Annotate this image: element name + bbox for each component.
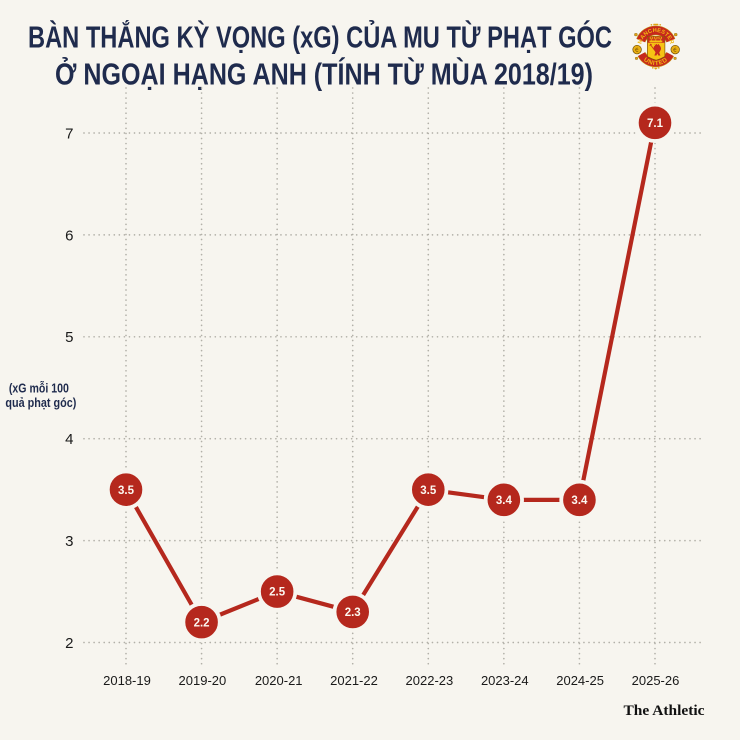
svg-text:BÀN THẮNG KỲ VỌNG (xG) CỦA MU: BÀN THẮNG KỲ VỌNG (xG) CỦA MU TỪ PHẠT GÓ… — [28, 18, 612, 54]
svg-text:2.5: 2.5 — [269, 587, 286, 599]
svg-text:2018-19: 2018-19 — [103, 673, 151, 688]
svg-text:Ở NGOẠI HẠNG ANH (TÍNH TỪ MÙA: Ở NGOẠI HẠNG ANH (TÍNH TỪ MÙA 2018/19) — [55, 56, 593, 92]
svg-text:3.4: 3.4 — [496, 495, 513, 507]
svg-text:6: 6 — [65, 227, 73, 244]
svg-text:2023-24: 2023-24 — [481, 673, 529, 688]
svg-text:7.1: 7.1 — [647, 118, 664, 130]
svg-text:3: 3 — [65, 533, 73, 550]
svg-text:2.2: 2.2 — [194, 617, 210, 629]
svg-text:2.3: 2.3 — [345, 607, 361, 619]
svg-text:The Athletic: The Athletic — [624, 703, 705, 719]
svg-text:3.4: 3.4 — [571, 495, 588, 507]
svg-text:quả phạt góc): quả phạt góc) — [5, 395, 76, 410]
svg-text:2021-22: 2021-22 — [330, 673, 378, 688]
svg-text:2: 2 — [65, 635, 73, 652]
svg-text:4: 4 — [65, 431, 73, 448]
svg-text:2019-20: 2019-20 — [179, 673, 227, 688]
svg-text:2022-23: 2022-23 — [406, 673, 454, 688]
svg-text:(xG mỗi 100: (xG mỗi 100 — [9, 380, 69, 395]
svg-text:3.5: 3.5 — [420, 485, 437, 497]
svg-text:7: 7 — [65, 125, 73, 142]
svg-text:UNITED: UNITED — [642, 56, 669, 67]
svg-text:2020-21: 2020-21 — [255, 673, 303, 688]
svg-text:2025-26: 2025-26 — [632, 673, 680, 688]
svg-text:3.5: 3.5 — [118, 485, 135, 497]
svg-text:2024-25: 2024-25 — [556, 673, 604, 688]
svg-text:5: 5 — [65, 329, 73, 346]
